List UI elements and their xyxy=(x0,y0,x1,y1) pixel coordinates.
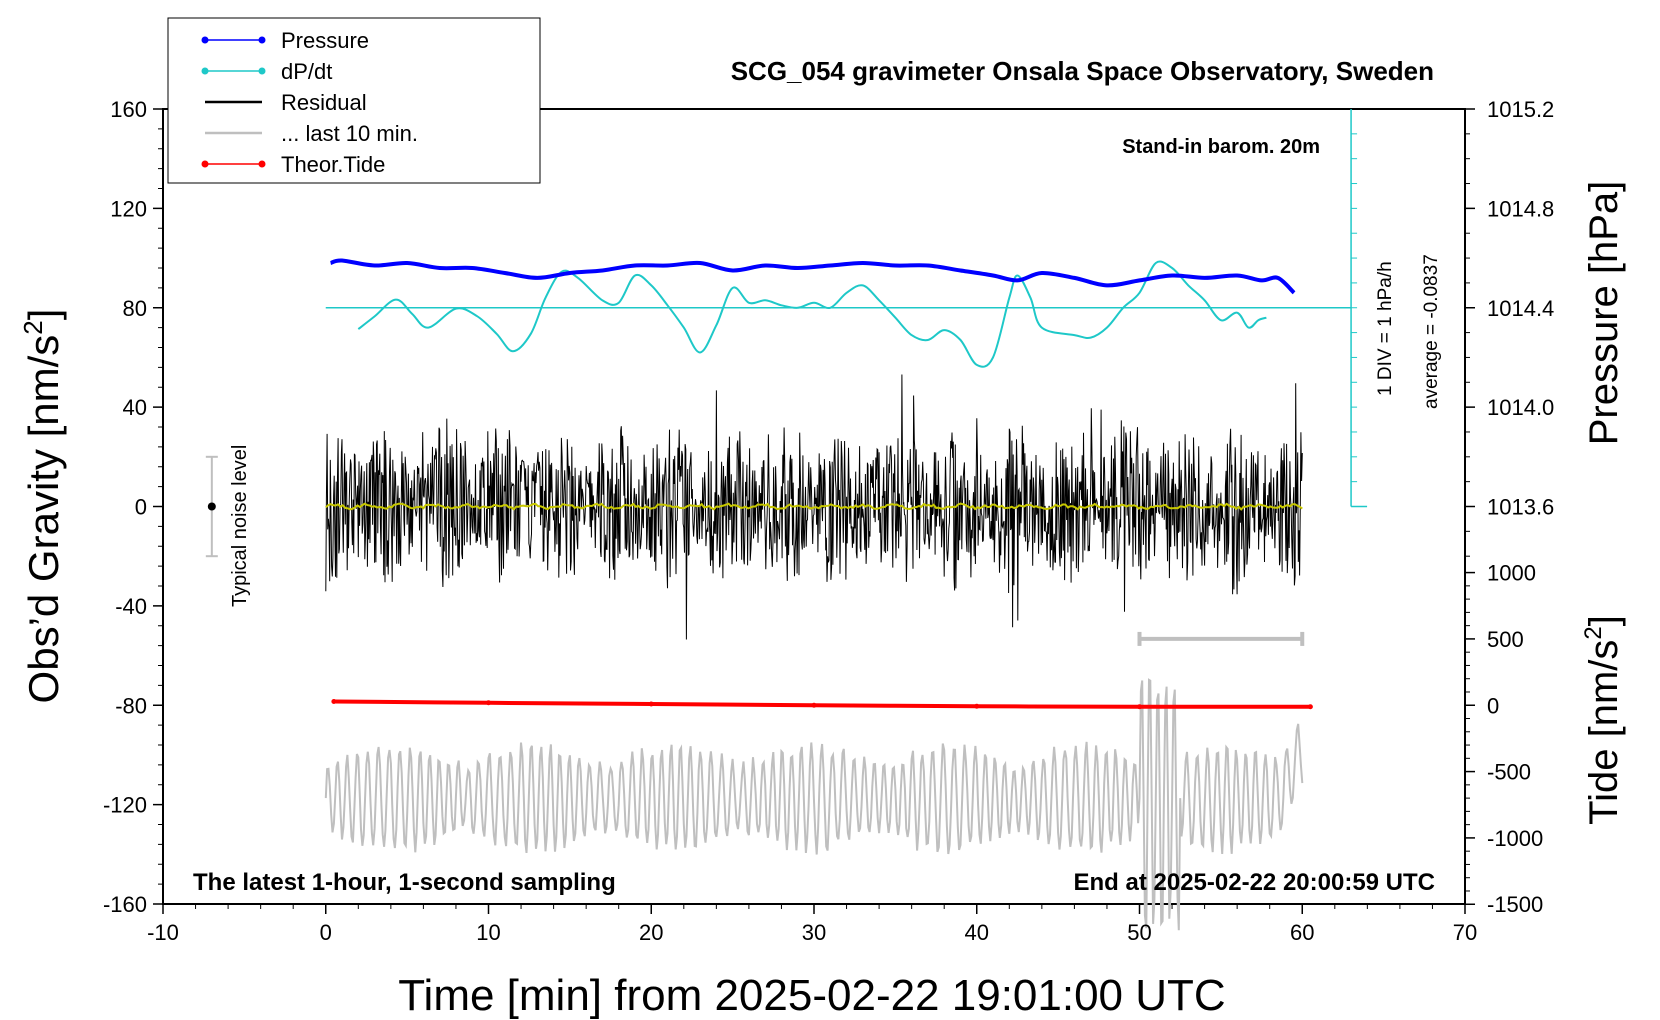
residual-smooth-line xyxy=(325,502,1303,511)
x-tick-label: -10 xyxy=(147,920,179,945)
theor-tide-point xyxy=(648,701,654,707)
legend-label: Residual xyxy=(281,90,367,115)
x-tick-label: 30 xyxy=(802,920,826,945)
y-tick-label: 80 xyxy=(123,296,147,321)
theor-tide-point xyxy=(1307,704,1313,710)
legend-swatch-dot-left xyxy=(201,36,209,44)
average-annotation: average = -0.0837 xyxy=(1421,254,1442,409)
y-tick-label: 40 xyxy=(123,395,147,420)
dpdt-line xyxy=(357,260,1267,368)
x-tick-label: 10 xyxy=(476,920,500,945)
legend-box xyxy=(167,17,541,184)
y-tick-label: -120 xyxy=(103,793,147,818)
x-tick-label: 70 xyxy=(1453,920,1477,945)
chart-annotations-graphics xyxy=(205,109,1368,646)
end-time-annotation: End at 2025-02-22 20:00:59 UTC xyxy=(1074,869,1436,896)
barometer-annotation: Stand-in barom. 20m xyxy=(1122,136,1320,158)
tide-tick-label: -500 xyxy=(1487,760,1531,785)
x-tick-label: 50 xyxy=(1127,920,1151,945)
legend-swatch-dot-right xyxy=(258,36,266,44)
pressure-tick-label: 1014.0 xyxy=(1487,395,1554,420)
residual-smooth-series xyxy=(325,502,1303,511)
x-tick-label: 20 xyxy=(639,920,663,945)
tide-tick-label: 0 xyxy=(1487,693,1499,718)
residual-series xyxy=(325,374,1303,640)
legend-swatch-dot-right xyxy=(258,160,266,168)
x-axis-title: Time [min] from 2025-02-22 19:01:00 UTC xyxy=(398,971,1225,1020)
left-axis-title: Obs’d Gravity [nm/s2] xyxy=(18,309,67,704)
last-10-min-line xyxy=(324,678,1304,931)
left-axis-title-end: ] xyxy=(20,309,67,321)
tide-axis-title: Tide [nm/s2] xyxy=(1580,615,1626,825)
pressure-line xyxy=(329,258,1296,295)
tide-tick-label: -1000 xyxy=(1487,826,1543,851)
pressure-axis-title: Pressure [hPa] xyxy=(1582,181,1626,446)
legend-label: ... last 10 min. xyxy=(281,121,418,146)
noise-annotation: Typical noise level xyxy=(229,445,251,607)
noise-bar-dot xyxy=(207,502,216,511)
theor-tide-point xyxy=(1137,704,1142,710)
y-tick-label: 160 xyxy=(110,97,147,122)
chart-title: SCG_054 gravimeter Onsala Space Observat… xyxy=(731,56,1434,86)
left-axis-title-sup: 2 xyxy=(18,320,48,334)
tide-axis-title-main: Tide [nm/s xyxy=(1582,640,1626,825)
legend-label: Pressure xyxy=(281,28,369,53)
pressure-tick-label: 1015.2 xyxy=(1487,97,1554,122)
sampling-annotation: The latest 1-hour, 1-second sampling xyxy=(193,869,616,896)
scale-div-annotation: 1 DIV = 1 hPa/h xyxy=(1375,261,1396,396)
y-tick-label: 0 xyxy=(135,495,147,520)
last-10-min-series xyxy=(324,678,1304,931)
tide-tick-label: -1500 xyxy=(1487,892,1543,917)
legend-swatch-dot-right xyxy=(258,67,266,75)
x-tick-label: 40 xyxy=(965,920,989,945)
tide-tick-label: 1000 xyxy=(1487,561,1536,586)
x-tick-label: 0 xyxy=(320,920,332,945)
pressure-tick-label: 1014.8 xyxy=(1487,196,1554,221)
left-axis-ticks: -160 -120 -80 -40 0 40 80 120 160 xyxy=(103,97,163,917)
theor-tide-point xyxy=(974,703,980,709)
y-tick-label: -40 xyxy=(115,594,147,619)
pressure-series xyxy=(329,258,1296,295)
tide-axis-ticks: -1500 -1000 -500 0 500 1000 xyxy=(1465,561,1543,917)
dpdt-series xyxy=(325,260,1352,368)
legend-label: dP/dt xyxy=(281,59,332,84)
pressure-tick-label: 1013.6 xyxy=(1487,495,1554,520)
y-tick-label: -80 xyxy=(115,693,147,718)
tide-axis-title-sup: 2 xyxy=(1580,626,1607,639)
legend-swatch-dot-left xyxy=(201,160,209,168)
theor-tide-point xyxy=(331,699,337,705)
x-tick-label: 60 xyxy=(1290,920,1314,945)
left-axis-title-main: Obs’d Gravity [nm/s xyxy=(20,335,67,704)
y-tick-label: -160 xyxy=(103,892,147,917)
theor-tide-point xyxy=(811,702,817,708)
residual-line xyxy=(325,374,1303,640)
y-tick-label: 120 xyxy=(110,196,147,221)
theor-tide-series xyxy=(331,699,1313,710)
legend-label: Theor.Tide xyxy=(281,152,385,177)
pressure-axis-ticks: 1013.6 1014.0 1014.4 1014.8 1015.2 xyxy=(1465,97,1554,557)
pressure-tick-label: 1014.4 xyxy=(1487,296,1554,321)
legend-entries: Pressure dP/dt Residual ... last 10 min. The… xyxy=(201,28,418,177)
legend-swatch-dot-left xyxy=(201,67,209,75)
legend: Pressure dP/dt Residual ... last 10 min. The… xyxy=(167,17,541,184)
tide-axis-title-end: ] xyxy=(1582,615,1626,626)
tide-tick-label: 500 xyxy=(1487,627,1524,652)
x-axis-ticks: -10 0 10 20 30 40 50 60 70 xyxy=(147,904,1477,945)
theor-tide-point xyxy=(486,700,491,706)
